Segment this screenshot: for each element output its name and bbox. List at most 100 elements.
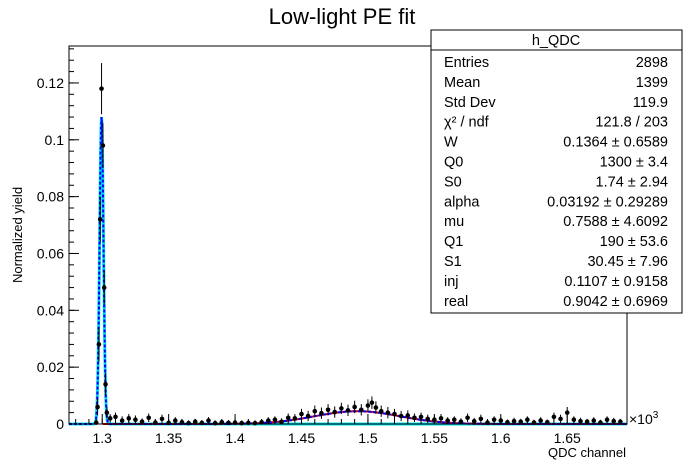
data-point [305,413,311,419]
x-tick-label: 1.3 [92,430,112,446]
y-tick-label: 0.04 [37,302,64,318]
data-point [97,217,103,222]
data-point [212,420,218,426]
stats-row-label: Q0 [444,155,463,171]
data-point [96,342,102,347]
data-point [369,400,375,405]
stats-row-label: Std Dev [444,95,496,111]
data-point [352,404,357,410]
stats-box-rows: Entries 2898 Mean 1399 Std Dev 119.9 χ² / ndf 1… [444,55,668,310]
data-point [505,419,510,425]
stats-row-label: χ² / ndf [444,115,490,131]
data-point [252,420,258,426]
data-point [571,417,577,423]
data-point [119,418,125,423]
x-tick-label: 1.65 [554,430,581,446]
data-point [412,415,417,421]
y-tick-label: 0.02 [37,359,64,375]
data-point [564,410,570,415]
data-point [172,418,178,423]
stats-row-label: Q1 [444,234,463,250]
data-point [126,416,132,421]
y-tick-label: 0.1 [45,132,65,148]
y-tick-label: 0.06 [37,245,64,261]
data-point [544,419,550,425]
data-point [95,404,100,410]
stats-box-name: h_QDC [532,33,580,49]
data-point [113,414,118,420]
data-point [285,415,291,421]
data-point [339,406,344,411]
chart-title: Low-light PE fit [269,4,416,29]
stats-row-value: 30.45 ± 7.96 [587,254,668,270]
data-point [104,410,110,415]
data-point [438,416,444,421]
data-point [146,415,152,421]
stats-row-label: Entries [444,55,489,71]
stats-row-value: 0.1364 ± 0.6589 [563,135,668,151]
stats-row-value: 1399 [636,75,668,91]
stats-row-value: 1.74 ± 2.94 [596,174,668,190]
stats-box: h_QDC Entries 2898 Mean 1399 Std Dev 119.9 χ² … [430,29,683,314]
x-tick-label: 1.6 [491,430,511,446]
stats-row-value: 119.9 [633,95,668,111]
stats-row-value: 0.1107 ± 0.9158 [564,274,668,290]
data-point [373,405,379,410]
data-point [332,409,338,415]
x-tick-label: 1.5 [358,430,378,446]
stats-row-value: 121.8 / 203 [595,115,668,131]
data-point [312,408,318,414]
data-point [265,418,271,423]
data-point [103,381,108,387]
y-axis-label: Normalized yield [10,187,25,283]
stats-row-label: mu [444,214,464,230]
data-point [551,414,557,420]
data-point [378,408,384,414]
x-axis-multiplier: ×103 [629,410,659,427]
stats-row-label: S1 [444,254,462,270]
stats-row-value: 1300 ± 3.4 [600,155,668,171]
data-point [385,410,391,415]
stats-row-value: 2898 [636,55,668,71]
data-point [239,420,245,426]
stats-row-label: real [444,294,468,310]
stats-row-label: alpha [444,194,480,210]
stats-row-value: 190 ± 53.6 [600,234,668,250]
x-tick-label: 1.35 [155,430,182,446]
data-point [465,415,470,421]
stats-row-label: S0 [444,174,462,190]
stats-row-label: Mean [444,75,480,91]
data-point [186,420,191,426]
data-point [319,410,324,416]
data-point [325,407,331,413]
stats-row-label: W [444,135,458,151]
stats-row-label: inj [444,274,459,290]
x-axis-label: QDC channel [548,445,626,460]
x-axis-ticks: 1.3 1.35 1.4 1.45 1.5 1.55 1.6 1.65 [75,414,621,446]
data-point [101,285,107,290]
data-point [133,417,138,423]
data-point [159,416,165,422]
data-point [518,419,524,425]
data-point [292,416,298,421]
data-point [365,403,371,408]
data-point [279,419,284,425]
data-point [398,413,404,419]
y-tick-label: 0 [56,416,64,432]
y-tick-label: 0.12 [37,75,64,91]
data-point [358,407,364,413]
data-point [558,416,563,422]
stats-row-value: 0.9042 ± 0.6969 [563,294,668,310]
data-point [451,417,457,423]
data-point [392,411,397,417]
y-tick-label: 0.08 [37,189,64,205]
data-point [491,417,497,423]
stats-box-frame [430,29,683,314]
data-point [405,413,411,418]
data-point [100,143,106,148]
data-point [478,416,484,422]
data-point [345,408,351,413]
data-point [107,416,113,421]
x-tick-label: 1.4 [225,430,245,446]
